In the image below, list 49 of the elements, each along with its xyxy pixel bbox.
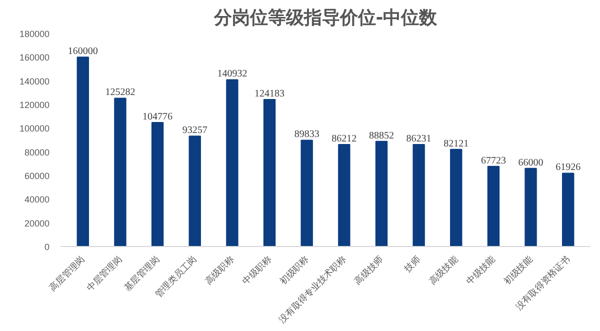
data-label: 124183 — [254, 88, 285, 100]
bar — [263, 99, 276, 246]
bar — [524, 168, 537, 246]
bar — [450, 148, 462, 246]
data-label: 88852 — [368, 130, 394, 142]
data-label: 66000 — [518, 157, 544, 168]
y-tick-label: 80000 — [24, 147, 50, 158]
bar — [562, 172, 574, 246]
bar — [338, 144, 350, 246]
x-tick-label: 高层管理岗 — [48, 254, 86, 293]
x-tick-label: 中级技能 — [464, 254, 497, 286]
x-tick-label: 中层管理岗 — [84, 254, 124, 293]
y-tick-label: 20000 — [24, 218, 50, 228]
y-tick-label: 40000 — [24, 194, 50, 205]
chart-title: 分岗位等级指导价位-中位数 — [212, 8, 438, 28]
data-label: 140932 — [217, 68, 248, 80]
bar — [114, 98, 126, 246]
bar — [375, 140, 388, 246]
x-tick-label: 高级技师 — [352, 254, 386, 286]
bar — [151, 122, 164, 246]
x-tick-label: 初级职称 — [278, 254, 310, 286]
bar — [487, 166, 500, 246]
data-label: 82121 — [444, 138, 469, 150]
bar — [412, 144, 425, 246]
data-label: 61926 — [556, 162, 581, 174]
data-label: 89833 — [294, 129, 320, 140]
data-label: 86231 — [406, 133, 432, 144]
bar — [226, 79, 238, 246]
bar — [300, 140, 313, 246]
data-label: 125282 — [105, 87, 136, 98]
x-tick-label: 初级技能 — [502, 254, 534, 286]
data-label: 67723 — [480, 155, 506, 166]
x-tick-label: 中级职称 — [240, 254, 274, 286]
data-label: 160000 — [68, 46, 98, 58]
x-tick-label: 高级职称 — [203, 254, 236, 286]
y-tick-label: 140000 — [19, 76, 50, 86]
y-tick-label: 120000 — [19, 100, 50, 110]
data-label: 86212 — [332, 133, 357, 144]
x-tick-label: 技师 — [402, 254, 422, 274]
y-tick-label: 0 — [44, 242, 50, 252]
bar — [188, 136, 201, 246]
data-label: 104776 — [142, 112, 173, 123]
data-label: 93257 — [182, 125, 208, 136]
bar — [76, 56, 89, 246]
y-tick-label: 180000 — [19, 29, 50, 39]
x-tick-label: 高级技能 — [427, 254, 460, 286]
y-tick-label: 100000 — [19, 124, 50, 134]
y-tick-label: 60000 — [24, 171, 50, 181]
y-tick-label: 160000 — [19, 52, 50, 63]
